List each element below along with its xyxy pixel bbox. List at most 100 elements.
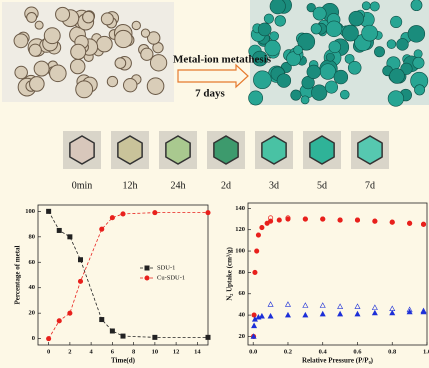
crystal [264, 14, 273, 23]
x-tick-label: 10 [152, 348, 159, 355]
time-label: 7d [365, 180, 375, 191]
crystal [342, 25, 358, 41]
crystal [30, 77, 45, 92]
marker [57, 319, 61, 323]
crystal [329, 41, 341, 53]
y-tick-label: 100 [235, 248, 245, 255]
crystal [397, 38, 409, 50]
crystal [15, 66, 28, 79]
legend-label: Cu-SDU-1 [157, 274, 185, 281]
marker [256, 233, 260, 237]
crystal [29, 44, 41, 56]
marker [252, 313, 256, 317]
crystal [147, 78, 164, 95]
x-tick-label: 0 [47, 348, 50, 355]
crystal [325, 81, 337, 93]
crystal [334, 70, 348, 84]
arrow-label: Metal-ion metathesis [173, 54, 272, 66]
time-label: 3d [269, 180, 279, 191]
crystal [115, 58, 126, 69]
marker [260, 225, 264, 229]
x-tick-label: 0.4 [319, 348, 328, 355]
marker [153, 335, 157, 339]
crystal [50, 65, 67, 82]
marker [110, 216, 114, 220]
crystal [35, 21, 43, 29]
y-tick-label: 80 [239, 269, 246, 276]
x-tick-label: 0.0 [249, 348, 257, 355]
crystal [107, 76, 117, 86]
time-label: 2d [221, 180, 231, 191]
crystal-hexagon [262, 136, 286, 164]
legend-label: SDU-1 [157, 264, 175, 271]
crystal [14, 34, 28, 48]
crystal [388, 91, 404, 107]
crystal [408, 25, 425, 42]
crystal [370, 2, 379, 11]
crystal [362, 2, 370, 10]
y-axis-label: N₂ Uptake (cm³/g) [226, 247, 234, 301]
marker [110, 329, 114, 333]
crystal [56, 7, 70, 21]
crystal [253, 71, 271, 89]
crystal [97, 36, 113, 52]
time-label: 0min [72, 180, 93, 191]
crystal [313, 7, 326, 20]
crystal [44, 28, 60, 44]
marker [121, 334, 125, 338]
marker [253, 270, 257, 274]
crystal [307, 65, 321, 79]
x-tick-label: 2 [68, 348, 71, 355]
x-tick-label: 0.8 [388, 348, 397, 355]
crystal [348, 61, 361, 74]
x-tick-label: 14 [194, 348, 201, 355]
marker [78, 279, 82, 283]
crystal [270, 32, 279, 41]
crystal [294, 46, 303, 55]
crystal [275, 16, 286, 27]
crystal [414, 85, 424, 95]
crystal [311, 85, 327, 101]
crystal [340, 90, 349, 99]
crystal [101, 13, 113, 25]
crystal [249, 91, 263, 105]
marker [206, 210, 210, 214]
crystal [390, 16, 401, 27]
time-label: 24h [171, 180, 186, 191]
crystal [141, 29, 149, 37]
y-tick-label: 20 [239, 333, 246, 340]
crystal [123, 78, 136, 91]
crystal [301, 96, 309, 104]
crystal [76, 81, 93, 98]
crystal [311, 24, 321, 34]
crystal [374, 47, 384, 57]
marker [100, 318, 104, 322]
marker [206, 335, 210, 339]
time-label: 5d [317, 180, 327, 191]
marker [57, 228, 61, 232]
crystal [27, 13, 37, 23]
crystal [413, 57, 424, 68]
crystal [390, 69, 405, 84]
crystal-hexagon [310, 136, 334, 164]
crystal [270, 0, 285, 14]
y-axis-label: Percentage of metal [14, 245, 22, 304]
y-tick-label: 0 [32, 335, 35, 342]
x-tick-label: 0.6 [353, 348, 362, 355]
duration: 7 days [195, 88, 225, 100]
crystal [349, 11, 364, 26]
crystal-hexagon [70, 136, 94, 164]
crystal-hexagon [358, 136, 382, 164]
x-axis-label: Time(d) [111, 357, 136, 365]
crystal-hexagon [118, 136, 142, 164]
figure: Metal-ion metathesis 7 days 0min12h24h2d… [0, 0, 429, 368]
crystal [70, 59, 84, 73]
x-tick-label: 1.0 [423, 348, 429, 355]
crystal [326, 21, 342, 37]
crystal-hexagon [214, 136, 238, 164]
page: Metal-ion metathesis 7 days 0min12h24h2d… [0, 0, 429, 368]
marker [47, 209, 51, 213]
crystal-hexagon [166, 136, 190, 164]
crystal [320, 64, 336, 80]
y-tick-label: 60 [239, 290, 246, 297]
